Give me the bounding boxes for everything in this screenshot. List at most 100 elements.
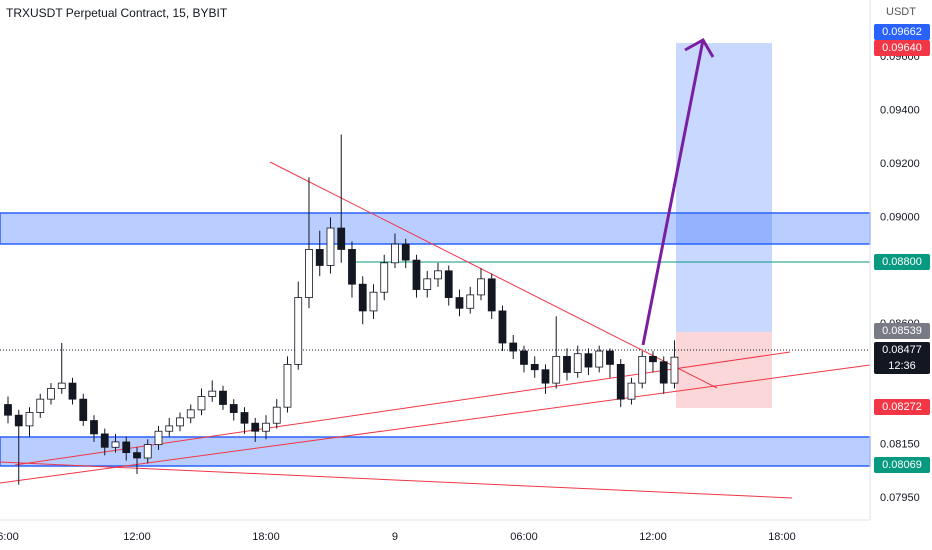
price-tag-label: 0.08539 [882, 325, 922, 337]
candle-body [509, 342, 518, 352]
candle-body [122, 441, 131, 454]
target-zone [676, 43, 772, 332]
candle-body [229, 404, 238, 413]
price-tag-label: 0.08800 [882, 256, 922, 268]
x-tick-label: 06:00 [510, 531, 538, 543]
candle-body [358, 283, 367, 312]
candle-body [659, 361, 668, 384]
candle-body [606, 350, 614, 365]
candle-body [251, 422, 260, 432]
candle-body [90, 420, 98, 435]
candle-body [68, 382, 77, 400]
price-tag [874, 323, 930, 339]
candle-body [584, 353, 593, 368]
price-tag [874, 40, 930, 56]
candle-body [369, 291, 378, 312]
currency: USDT [886, 6, 916, 18]
candles [4, 134, 679, 485]
candle-body [165, 425, 174, 432]
candle-body [176, 417, 184, 427]
candle-body [391, 243, 399, 264]
candle-body [670, 356, 679, 384]
y-tick-label: 0.09200 [880, 158, 920, 170]
candle-body [487, 278, 496, 312]
arrow-head [684, 37, 715, 58]
price-tag [874, 342, 930, 374]
price-tag [874, 399, 930, 415]
candle-body [573, 353, 582, 373]
candle-body [434, 270, 442, 280]
candle-body [14, 414, 23, 427]
candle-body [498, 310, 507, 344]
chart-title: TRXUSDT Perpetual Contract, 15, BYBIT [6, 6, 228, 20]
price-tag-label: 0.09662 [882, 26, 922, 38]
candle-body [100, 433, 109, 448]
candle-body [186, 409, 195, 419]
candle-body [240, 412, 249, 424]
candle-body [423, 278, 432, 290]
candle-body [219, 390, 227, 405]
candle-body [595, 350, 604, 368]
candle-body [649, 355, 657, 363]
candle-body [79, 398, 88, 421]
x-tick-label: 9 [392, 531, 398, 543]
x-tick-label: 6:00 [0, 531, 19, 543]
candle-body [380, 262, 389, 293]
candle-body [36, 398, 45, 413]
candle-body [4, 404, 12, 416]
candle-body [283, 364, 292, 408]
candle-body [337, 227, 346, 250]
candle-body [466, 294, 475, 309]
candle-body [520, 350, 528, 365]
candle-body [348, 249, 356, 285]
price-tag [874, 24, 930, 40]
candle-body [638, 355, 647, 384]
candle-body [552, 355, 561, 384]
price-tag-countdown: 12:36 [888, 360, 916, 372]
arrow-shaft [641, 39, 705, 346]
x-tick-label: 18:00 [768, 531, 796, 543]
price-tag-label: 0.08477 [882, 344, 922, 356]
candle-body [401, 243, 410, 261]
candle-body [47, 388, 55, 400]
x-tick-label: 12:00 [639, 531, 667, 543]
price-tag-label: 0.08272 [882, 401, 922, 413]
candle-body [563, 355, 571, 373]
y-tick-label: 0.09000 [880, 211, 920, 223]
price-tag-label: 0.09640 [882, 42, 922, 54]
trend-line [0, 364, 871, 484]
candle-body [294, 297, 303, 365]
price-tags: 0.09662 0.09640 0.08800 0.08539 0.08477 12:36… [874, 24, 930, 473]
candle-body [262, 422, 270, 432]
price-tag-label: 0.08069 [882, 459, 922, 471]
candle-body [133, 452, 141, 459]
support-zone [0, 436, 871, 467]
candle-body [272, 406, 281, 424]
price-tag [874, 254, 930, 270]
candle-body [154, 430, 163, 446]
candle-body [455, 297, 464, 309]
candle-body [315, 249, 324, 266]
stop-zone [676, 332, 772, 408]
candle-body [541, 369, 550, 384]
trend-line [0, 461, 793, 499]
candle-body [444, 270, 453, 298]
candle-body [616, 364, 625, 400]
candle-body [197, 396, 206, 411]
candle-body [627, 382, 636, 400]
candle-body [305, 249, 313, 298]
y-tick-label: 0.09400 [880, 104, 920, 116]
y-tick-label: 0.07950 [880, 492, 920, 504]
candle-body [477, 278, 485, 296]
candle-body [208, 390, 217, 397]
candle-body [111, 441, 120, 448]
candle-body [530, 364, 539, 371]
candle-body [143, 444, 152, 459]
candle-body [25, 412, 34, 427]
x-tick-label: 12:00 [123, 531, 151, 543]
x-tick-label: 18:00 [252, 531, 280, 543]
candle-body [326, 227, 335, 266]
trend-line [269, 161, 718, 389]
y-tick-label: 0.08150 [880, 439, 920, 451]
